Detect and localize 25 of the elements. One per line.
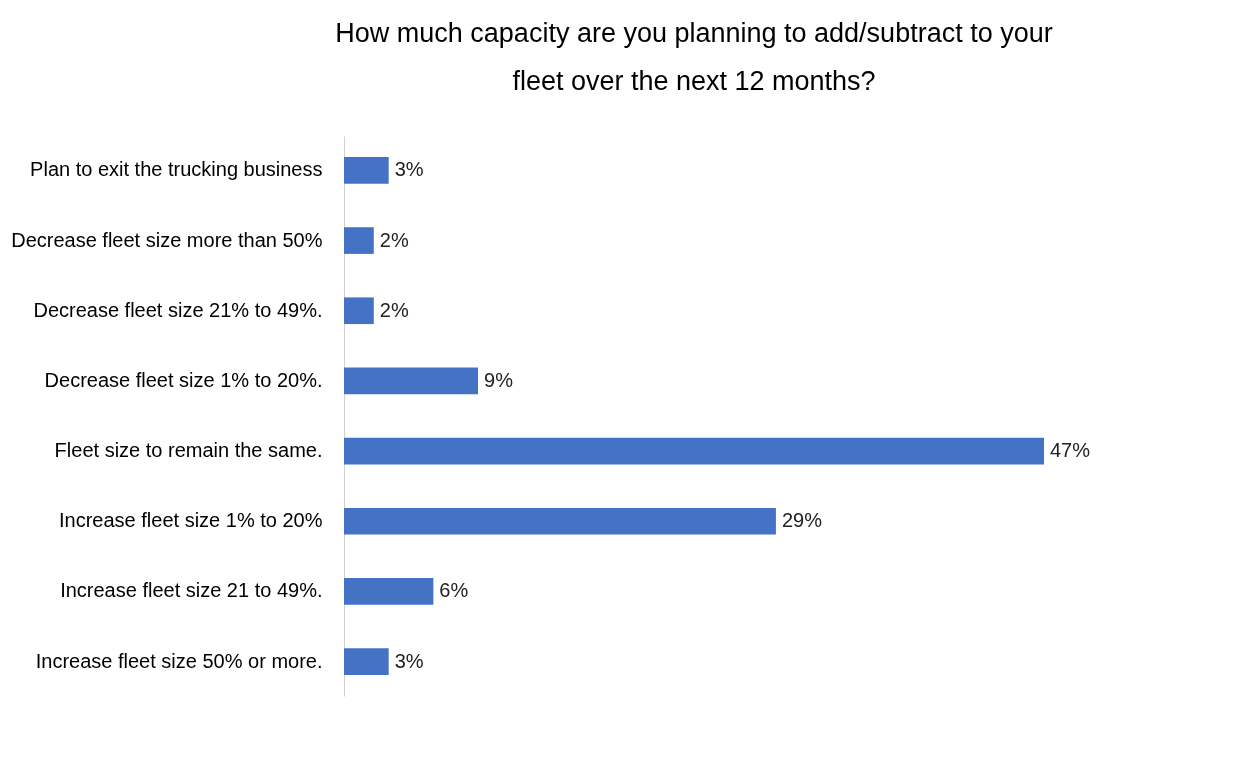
- data-label: 9%: [484, 368, 514, 391]
- chart-title: How much capacity are you planning to add/subtract to your fleet over the next 12 months?: [335, 18, 1053, 96]
- y-tick-label: Increase fleet size 50% or more.: [35, 649, 323, 672]
- data-label: 29%: [781, 509, 823, 532]
- bar: [344, 297, 374, 325]
- y-tick-label: Fleet size to remain the same.: [54, 439, 323, 462]
- y-tick-label: Decrease fleet size 1% to 20%.: [44, 368, 323, 391]
- bar: [344, 507, 776, 535]
- bar: [344, 227, 374, 254]
- data-label: 6%: [439, 579, 469, 602]
- bar: [344, 367, 479, 395]
- y-tick-label: Plan to exit the trucking business: [30, 158, 323, 181]
- bar: [344, 437, 1044, 465]
- data-label: 3%: [394, 158, 424, 181]
- bar: [344, 157, 389, 184]
- data-label: 2%: [379, 228, 409, 251]
- bar: [344, 578, 434, 605]
- data-label: 47%: [1050, 439, 1091, 462]
- y-tick-label: Increase fleet size 1% to 20%: [59, 509, 323, 532]
- y-tick-label: Decrease fleet size 21% to 49%.: [33, 298, 323, 321]
- y-tick-label: Decrease fleet size more than 50%: [11, 228, 323, 251]
- y-tick-label: Increase fleet size 21 to 49%.: [60, 579, 323, 602]
- data-label: 2%: [379, 298, 409, 321]
- data-label: 3%: [394, 649, 424, 672]
- bar: [344, 648, 389, 675]
